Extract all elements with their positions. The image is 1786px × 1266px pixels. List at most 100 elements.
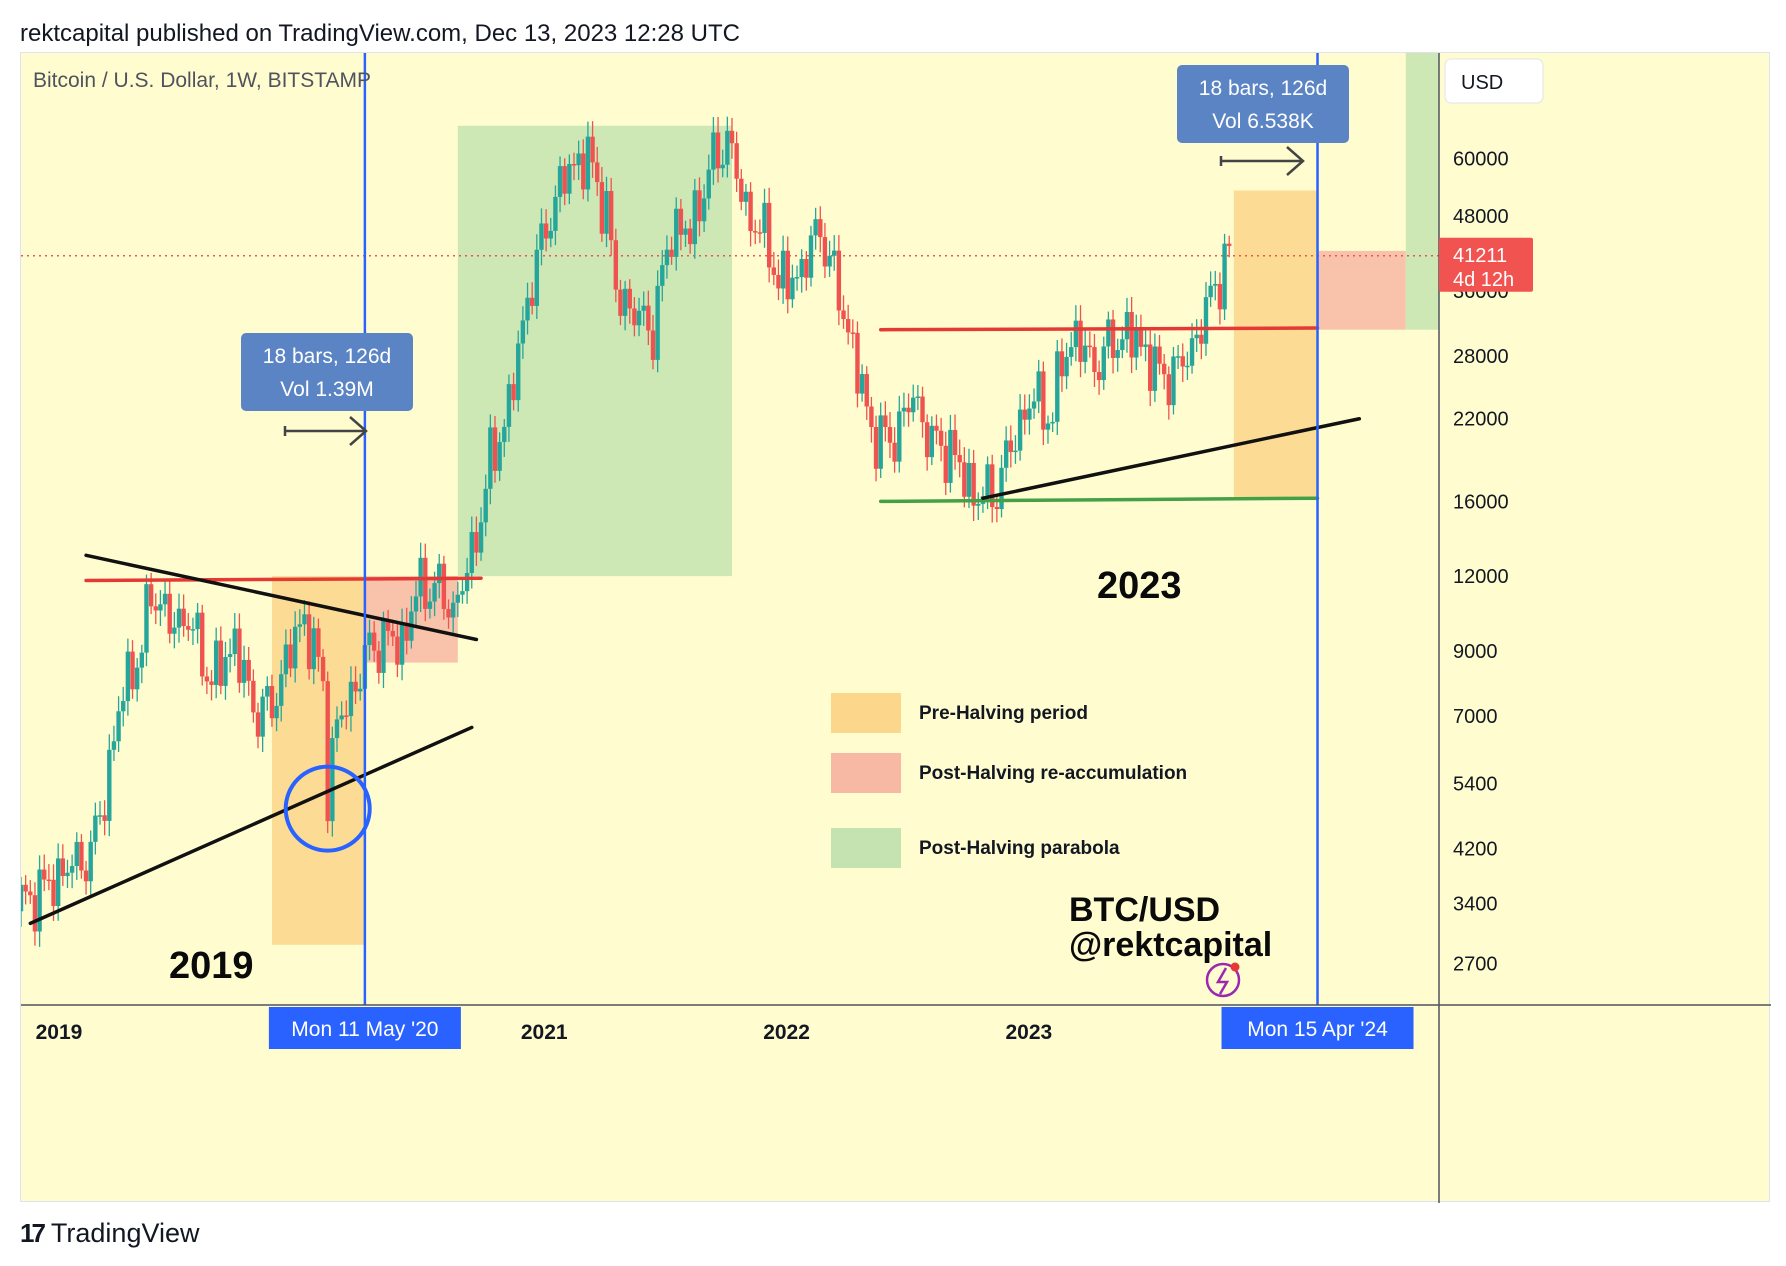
trend-line-1	[84, 553, 479, 642]
candle-body	[1134, 330, 1139, 358]
candle-body	[483, 488, 488, 523]
candle-body	[957, 455, 962, 463]
candle-body	[227, 654, 233, 657]
candle-body	[1101, 346, 1106, 381]
candle-body	[213, 640, 219, 685]
candle-body	[376, 650, 382, 673]
annotation-2023: 2023	[1097, 565, 1182, 607]
zone-post-halving-parabola-2	[457, 125, 732, 577]
candle-body	[952, 429, 958, 456]
measure-bars-text: 18 bars, 126d	[263, 345, 391, 368]
footer-brand[interactable]: TradingView	[50, 1218, 200, 1248]
candle-body	[195, 612, 200, 630]
candle-body	[51, 879, 56, 906]
candle-body	[595, 162, 600, 183]
candle-body	[130, 651, 135, 690]
candle-body	[785, 250, 790, 300]
candle-body	[799, 258, 804, 278]
candle-body	[915, 396, 921, 399]
candle-body	[608, 190, 614, 241]
candle-body	[581, 153, 586, 190]
chart-canvas[interactable]: 18 bars, 126d Vol 1.39M 18 bars, 126d Vol 6…	[21, 53, 1771, 1203]
candle-body	[729, 130, 735, 144]
candle-body	[511, 384, 516, 401]
candle-body	[474, 532, 479, 553]
candle-body	[1180, 356, 1185, 367]
candle-body	[618, 289, 623, 316]
candle-body	[246, 659, 251, 681]
candle-body	[325, 681, 330, 822]
annotation--rektcapital: @rektcapital	[1069, 926, 1272, 964]
candle-body	[725, 130, 730, 165]
candle-body	[413, 596, 419, 612]
candle-body	[734, 143, 739, 179]
plot-area	[21, 53, 1439, 947]
candle-body	[334, 719, 340, 739]
candle-body	[813, 219, 818, 236]
candle-body	[23, 884, 28, 892]
candle-body	[622, 288, 628, 316]
candle-body	[1017, 409, 1023, 451]
candle-body	[148, 584, 154, 607]
candle-body	[162, 593, 168, 605]
candle-body	[134, 667, 140, 690]
candle-body	[920, 396, 925, 423]
candle-body	[1175, 356, 1181, 358]
candle-body	[1073, 320, 1079, 348]
candle-body	[1124, 311, 1130, 340]
candle-body	[897, 411, 902, 462]
candle-body	[367, 632, 372, 646]
candle-body	[1064, 356, 1069, 377]
zone-post-halving-parabola-5	[1405, 53, 1439, 330]
candle-body	[1003, 440, 1009, 468]
y-tick-label: 12000	[1453, 566, 1509, 588]
candle-body	[1110, 319, 1116, 358]
candle-body	[306, 614, 312, 670]
x-tick-label: 2019	[36, 1021, 83, 1044]
currency-button[interactable]: USD	[1444, 58, 1544, 104]
candle-body	[223, 656, 228, 686]
candle-body	[1227, 243, 1232, 246]
candle-body	[1092, 347, 1097, 372]
candle-body	[753, 231, 758, 233]
vline-date-bg	[268, 1007, 461, 1049]
candle-body	[176, 608, 182, 628]
candle-body	[69, 866, 75, 873]
chart-frame[interactable]: 18 bars, 126d Vol 1.39M 18 bars, 126d Vol 6…	[20, 52, 1771, 1203]
candle-body	[553, 196, 558, 231]
candle-body	[279, 674, 284, 706]
y-tick-label: 16000	[1453, 491, 1509, 513]
candle-body	[943, 445, 948, 483]
candle-body	[557, 166, 563, 197]
measure-box	[1177, 65, 1349, 143]
candle-body	[28, 891, 33, 896]
candle-body	[901, 407, 907, 412]
y-tick-label: 28000	[1453, 346, 1509, 368]
candle-body	[859, 374, 865, 394]
candle-body	[850, 332, 856, 334]
candle-body	[316, 628, 321, 657]
candle-body	[948, 429, 953, 483]
candle-body	[1045, 423, 1051, 430]
candle-body	[1013, 450, 1018, 453]
candle-body	[632, 308, 637, 326]
y-tick-label: 2700	[1453, 953, 1498, 975]
candle-body	[125, 651, 131, 702]
candle-body	[74, 841, 79, 867]
candle-body	[502, 426, 507, 443]
candle-body	[42, 869, 47, 880]
candle-body	[1106, 319, 1111, 347]
candle-body	[660, 265, 665, 286]
vline-date-bg	[1221, 1007, 1414, 1049]
candle-body	[1161, 363, 1167, 375]
candle-body	[938, 430, 944, 446]
candle-body	[576, 153, 581, 166]
measure-vol-text: Vol 6.538K	[1212, 110, 1314, 133]
candle-body	[167, 593, 172, 634]
candle-body	[757, 232, 763, 234]
candle-body	[79, 841, 84, 871]
candle-body	[423, 557, 428, 609]
candle-body	[543, 223, 549, 239]
annotation-2019: 2019	[169, 945, 254, 987]
